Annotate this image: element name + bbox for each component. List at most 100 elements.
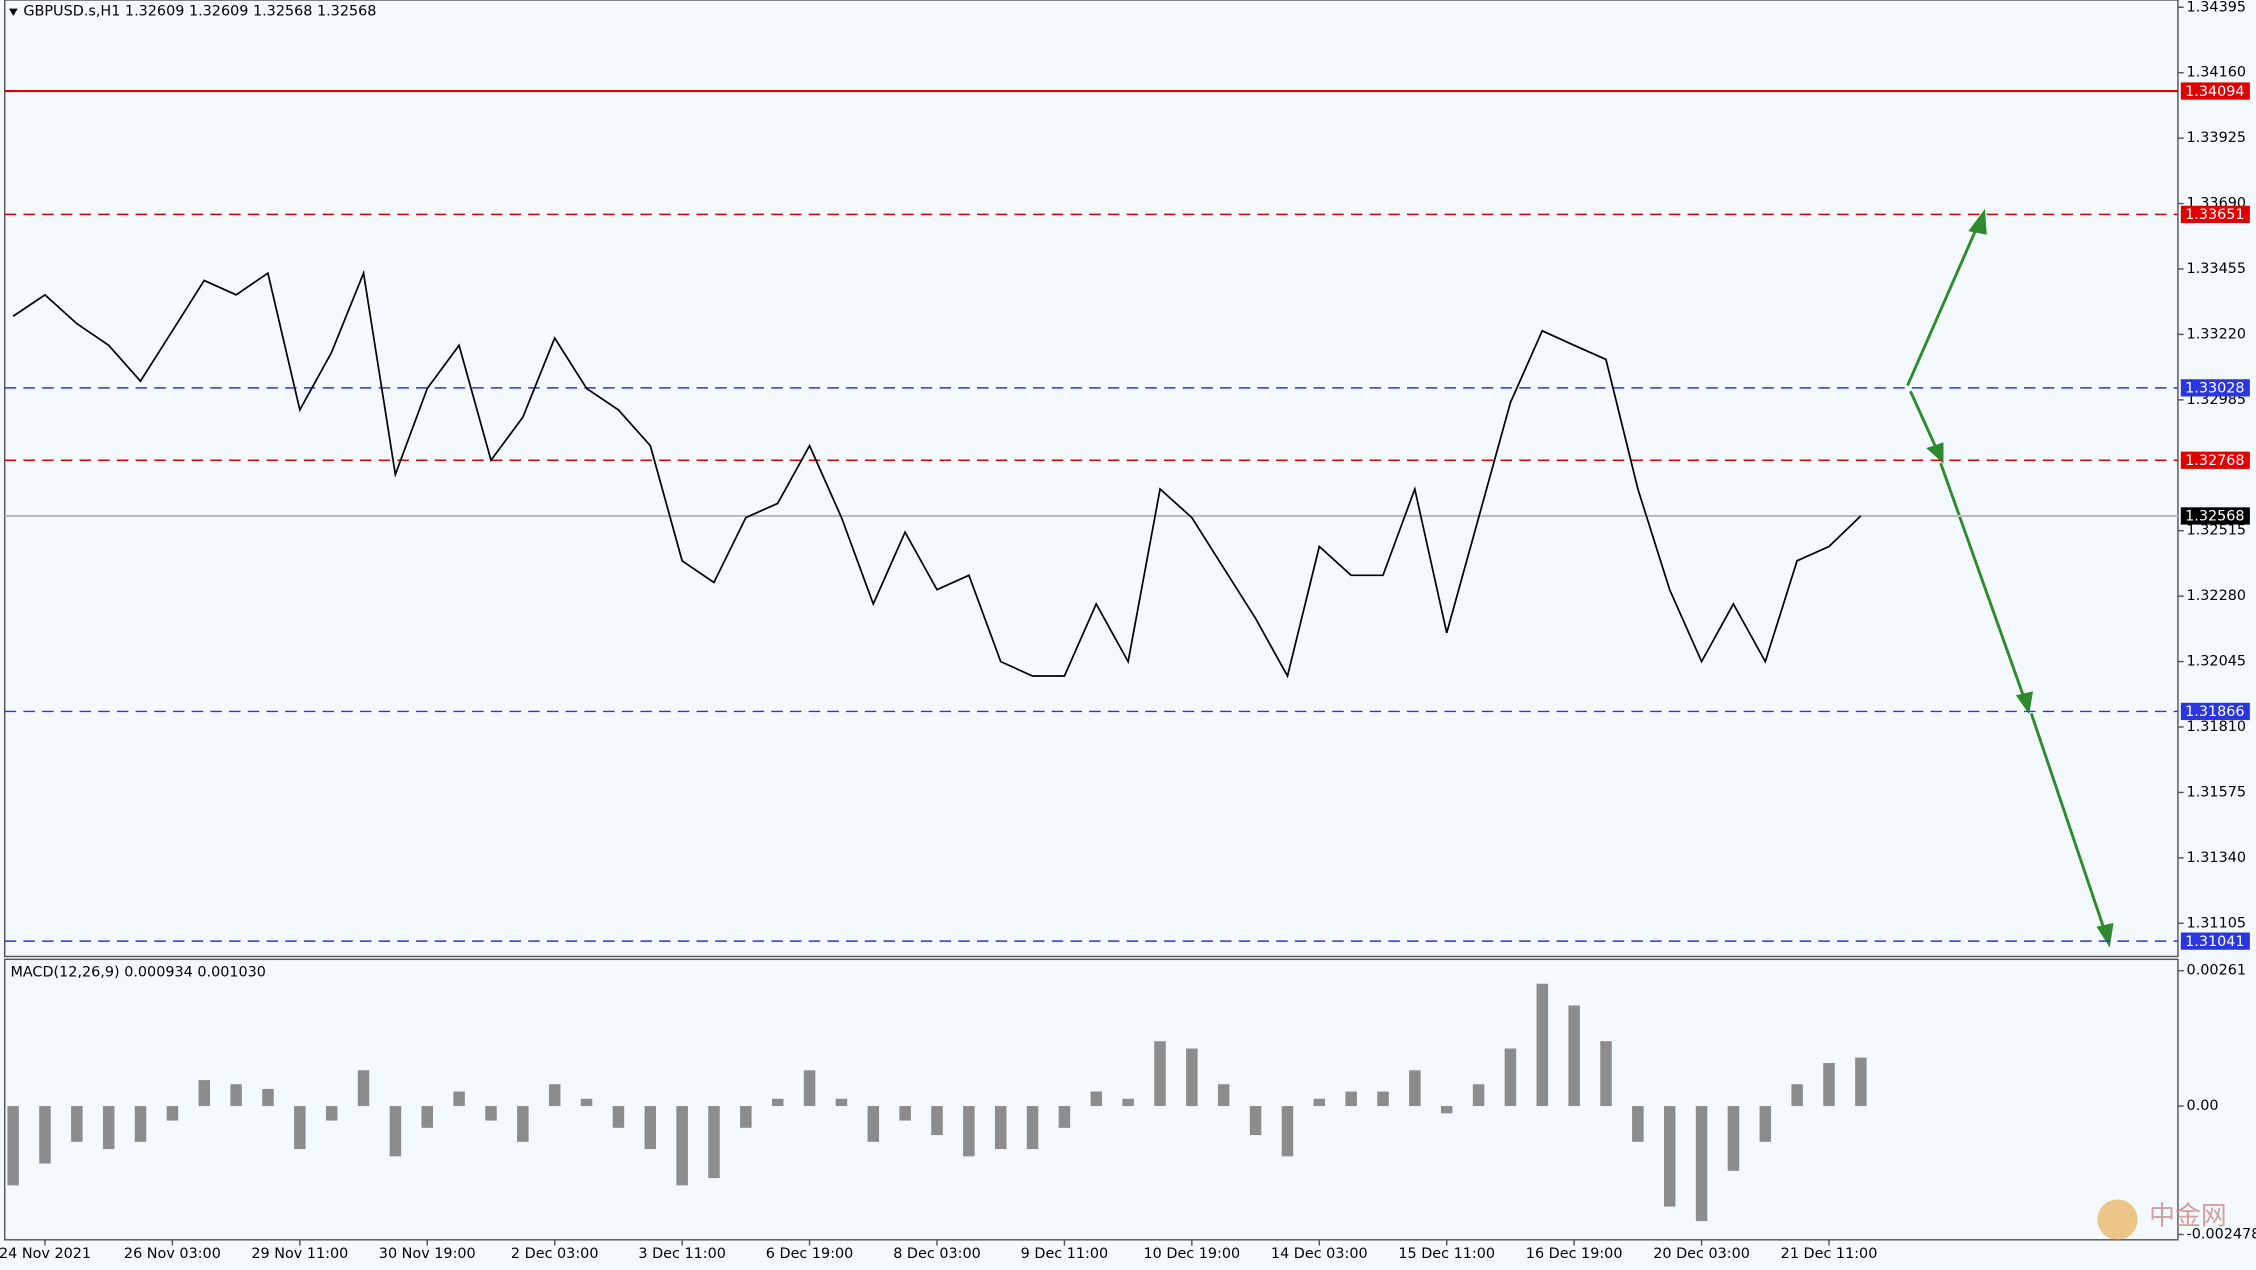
macd-bar: [1472, 1084, 1485, 1107]
macd-bar: [198, 1080, 211, 1107]
y-tick-label: 1.31575: [2187, 784, 2246, 800]
macd-bar: [899, 1106, 911, 1121]
macd-bar: [1759, 1106, 1772, 1142]
menu-icon[interactable]: [9, 8, 18, 16]
x-tick-label: 14 Dec 03:00: [1271, 1246, 1368, 1262]
x-tick-label: 29 Nov 11:00: [251, 1246, 348, 1262]
macd-bar: [389, 1106, 402, 1157]
y-tick-label: 1.32515: [2187, 523, 2246, 539]
level-label: 1.32568: [2185, 509, 2244, 525]
macd-bar: [676, 1106, 688, 1186]
x-tick-label: 30 Nov 19:00: [379, 1246, 476, 1262]
macd-bar: [867, 1106, 880, 1142]
level-label-box: [2180, 82, 2250, 100]
macd-bar: [771, 1098, 784, 1107]
macd-bar: [963, 1106, 975, 1157]
macd-bar: [1600, 1041, 1612, 1107]
macd-bar: [1791, 1084, 1803, 1107]
macd-bar: [39, 1106, 51, 1164]
level-label: 1.32768: [2185, 453, 2244, 469]
x-tick-label: 6 Dec 19:00: [766, 1246, 854, 1262]
macd-bar: [517, 1106, 529, 1142]
macd-bar: [421, 1106, 434, 1128]
y-tick-label: 1.31105: [2187, 915, 2246, 931]
watermark: 中金网: [2149, 1201, 2227, 1231]
level-label: 1.33028: [2185, 381, 2244, 397]
macd-bar: [1727, 1106, 1740, 1171]
macd-bar: [1313, 1098, 1326, 1107]
macd-bar: [453, 1091, 465, 1107]
macd-bar: [1281, 1106, 1294, 1157]
macd-bar: [325, 1106, 338, 1121]
level-label-box: [2180, 932, 2250, 950]
y-tick-label: 0.00261: [2187, 963, 2246, 979]
x-tick-label: 20 Dec 03:00: [1653, 1246, 1750, 1262]
level-label-box: [2180, 451, 2250, 469]
macd-bar: [357, 1070, 370, 1107]
macd-bar: [166, 1106, 179, 1121]
price-pane: [3, 0, 2179, 958]
y-tick-label: 1.31340: [2187, 850, 2246, 866]
x-tick-label: 24 Nov 2021: [0, 1246, 91, 1262]
x-tick-label: 10 Dec 19:00: [1144, 1246, 1241, 1262]
macd-bar: [1058, 1106, 1071, 1128]
macd-bar: [71, 1106, 83, 1142]
macd-bar: [1154, 1041, 1166, 1107]
watermark-logo: [2097, 1199, 2138, 1240]
macd-bar: [1409, 1070, 1421, 1107]
macd-bar: [708, 1106, 720, 1179]
macd-bar: [835, 1098, 848, 1107]
level-label: 1.34094: [2185, 84, 2244, 100]
y-tick-label: 1.31810: [2187, 719, 2246, 735]
macd-bar: [1504, 1048, 1517, 1107]
macd-bar: [931, 1106, 943, 1136]
macd-bar: [294, 1106, 306, 1150]
macd-bar: [803, 1070, 816, 1107]
macd-bar: [485, 1106, 497, 1121]
macd-bar: [1122, 1098, 1134, 1107]
macd-bar: [262, 1088, 274, 1107]
macd-bar: [1695, 1106, 1708, 1222]
macd-bar: [230, 1084, 242, 1107]
macd-bar: [1536, 983, 1549, 1107]
macd-bar: [134, 1106, 147, 1142]
macd-bar: [1568, 1005, 1580, 1107]
y-tick-label: 1.34160: [2187, 65, 2246, 81]
level-label-box: [2180, 507, 2250, 525]
x-tick-label: 21 Dec 11:00: [1781, 1246, 1878, 1262]
macd-bar: [1026, 1106, 1039, 1150]
macd-bar: [1855, 1057, 1867, 1107]
x-tick-label: 15 Dec 11:00: [1398, 1246, 1495, 1262]
price-line: [12, 269, 1862, 679]
macd-bar: [1823, 1063, 1835, 1107]
macd-bar: [580, 1098, 593, 1107]
macd-bar: [1377, 1091, 1389, 1107]
macd-bar: [1217, 1084, 1230, 1107]
x-tick-label: 16 Dec 19:00: [1526, 1246, 1623, 1262]
level-label-box: [2180, 205, 2250, 224]
chart-title: GBPUSD.s,H1 1.32609 1.32609 1.32568 1.32…: [23, 4, 376, 20]
y-tick-label: 1.33925: [2187, 130, 2246, 146]
x-tick-label: 26 Nov 03:00: [124, 1246, 221, 1262]
x-tick-label: 9 Dec 11:00: [1021, 1246, 1109, 1262]
y-tick-label: 1.34395: [2187, 0, 2246, 15]
x-tick-label: 2 Dec 03:00: [511, 1246, 599, 1262]
macd-bar: [1663, 1106, 1676, 1207]
macd-bar: [644, 1106, 657, 1150]
macd-bar: [740, 1106, 752, 1128]
level-label-box: [2180, 702, 2250, 721]
level-label: 1.31866: [2185, 704, 2244, 720]
macd-bar: [1632, 1106, 1644, 1142]
level-label-box: [2180, 379, 2250, 397]
y-tick-label: 0.00: [2187, 1098, 2219, 1114]
macd-bar: [1249, 1106, 1262, 1136]
level-label: 1.31041: [2185, 934, 2244, 950]
macd-title: MACD(12,26,9) 0.000934 0.001030: [10, 964, 266, 980]
level-label: 1.33651: [2185, 207, 2244, 223]
macd-bar: [102, 1106, 115, 1150]
x-tick-label: 3 Dec 11:00: [638, 1246, 726, 1262]
forecast-arrows: [1906, 208, 2114, 948]
macd-bar: [1090, 1091, 1103, 1107]
